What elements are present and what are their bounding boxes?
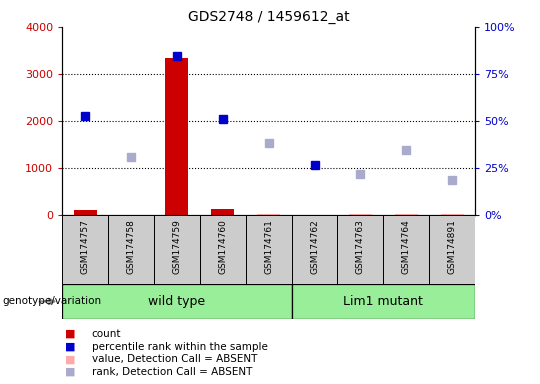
Text: genotype/variation: genotype/variation — [3, 296, 102, 306]
Bar — [73, 210, 97, 215]
Bar — [395, 214, 418, 215]
Text: wild type: wild type — [148, 295, 205, 308]
Text: GSM174761: GSM174761 — [264, 219, 273, 273]
Text: GSM174763: GSM174763 — [356, 219, 365, 273]
Bar — [257, 214, 280, 215]
Bar — [200, 215, 246, 284]
Bar — [292, 284, 475, 319]
Bar — [292, 215, 338, 284]
Text: value, Detection Call = ABSENT: value, Detection Call = ABSENT — [92, 354, 257, 364]
Text: Lim1 mutant: Lim1 mutant — [343, 295, 423, 308]
Text: ■: ■ — [65, 342, 76, 352]
Title: GDS2748 / 1459612_at: GDS2748 / 1459612_at — [188, 10, 349, 25]
Bar — [338, 215, 383, 284]
Bar — [246, 215, 292, 284]
Bar — [349, 214, 372, 215]
Text: GSM174759: GSM174759 — [172, 219, 181, 273]
Text: GSM174764: GSM174764 — [402, 219, 411, 273]
Text: percentile rank within the sample: percentile rank within the sample — [92, 342, 268, 352]
Text: ■: ■ — [65, 329, 76, 339]
Bar — [62, 284, 292, 319]
Text: GSM174757: GSM174757 — [80, 219, 90, 273]
Bar — [383, 215, 429, 284]
Bar — [211, 209, 234, 215]
Text: count: count — [92, 329, 122, 339]
Bar — [429, 215, 475, 284]
Text: ■: ■ — [65, 354, 76, 364]
Bar — [154, 215, 200, 284]
Text: GSM174760: GSM174760 — [218, 219, 227, 273]
Text: GSM174762: GSM174762 — [310, 219, 319, 273]
Text: GSM174758: GSM174758 — [126, 219, 136, 273]
Text: rank, Detection Call = ABSENT: rank, Detection Call = ABSENT — [92, 367, 252, 377]
Bar — [108, 215, 154, 284]
Bar — [441, 214, 464, 215]
Bar — [62, 215, 108, 284]
Bar — [165, 58, 188, 215]
Text: GSM174891: GSM174891 — [448, 219, 457, 273]
Text: ■: ■ — [65, 367, 76, 377]
